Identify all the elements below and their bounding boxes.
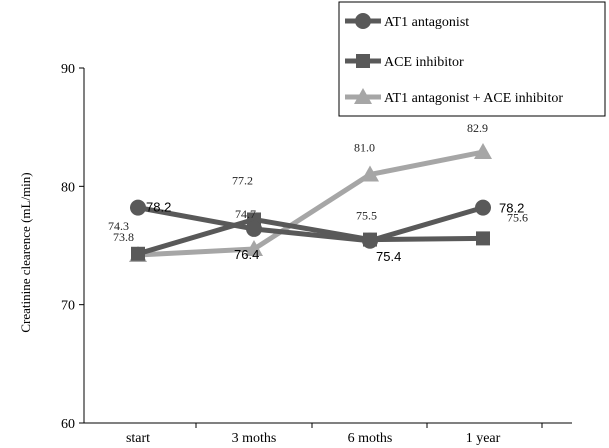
y-tick-label: 70 <box>61 299 75 314</box>
legend-label: AT1 antagonist <box>384 15 469 30</box>
data-label: 78.2 <box>499 201 524 216</box>
data-label: 77.2 <box>232 173 253 187</box>
legend-marker-triangle <box>354 88 372 104</box>
data-label: 74.3 <box>108 219 129 233</box>
x-tick-label: 1 year <box>466 431 501 446</box>
data-point-triangle <box>245 240 263 257</box>
data-label: 74.7 <box>235 207 256 221</box>
data-point-triangle <box>361 165 379 182</box>
series-circle <box>130 199 491 249</box>
series-line <box>137 205 484 244</box>
legend-entry: ACE inhibitor <box>345 54 464 70</box>
legend-marker-circle <box>355 13 371 29</box>
legend-marker-square <box>356 54 370 68</box>
axes: 60 70 80 90 start 3 moths 6 moths 1 year Creatin… <box>18 62 572 446</box>
data-label: 76.4 <box>234 247 259 262</box>
legend-entry: AT1 antagonist <box>345 13 469 30</box>
data-label: 75.5 <box>356 209 377 223</box>
data-label: 75.6 <box>507 210 528 224</box>
y-axis-title: Creatinine clearence (mL/min) <box>18 172 33 332</box>
legend-label: ACE inhibitor <box>384 55 464 70</box>
x-tick-label: start <box>126 431 150 446</box>
data-label: 82.9 <box>467 121 488 135</box>
x-tick-label: 6 moths <box>348 431 393 446</box>
y-tick-label: 90 <box>61 62 75 77</box>
data-label: 78.2 <box>146 200 171 215</box>
data-point-square <box>476 231 490 246</box>
data-label: 81.0 <box>354 141 375 155</box>
y-tick-label: 60 <box>61 417 75 432</box>
y-tick-label: 80 <box>61 180 75 195</box>
data-point-circle <box>475 199 491 216</box>
series-line <box>137 149 484 258</box>
series-line <box>137 216 484 257</box>
x-tick-label: 3 moths <box>232 431 277 446</box>
legend: AT1 antagonist ACE inhibitor AT1 antagonis… <box>338 1 606 117</box>
legend-entry: AT1 antagonist + ACE inhibitor <box>345 88 563 106</box>
series-layer <box>129 143 492 262</box>
data-point-square <box>131 246 145 261</box>
series-triangle <box>129 143 492 262</box>
legend-label: AT1 antagonist + ACE inhibitor <box>384 91 563 106</box>
data-point-circle <box>130 199 146 216</box>
data-label: 73.8 <box>113 230 134 244</box>
legend-box <box>338 1 606 117</box>
data-point-circle <box>246 220 262 237</box>
data-point-circle <box>362 232 378 249</box>
data-labels: 78.2 76.4 75.4 78.2 74.3 77.2 75.5 75.6 73.8 74.7… <box>108 121 528 264</box>
data-label: 75.4 <box>376 249 401 264</box>
data-point-triangle <box>474 143 492 160</box>
